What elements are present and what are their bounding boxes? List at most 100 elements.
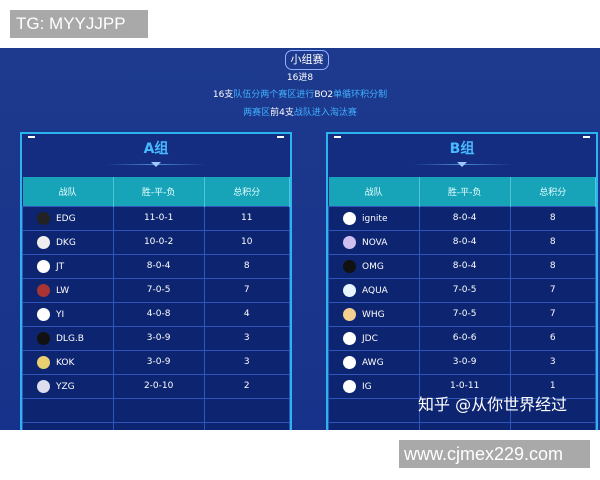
- table-row: YZG 2-0-10 2: [22, 373, 291, 399]
- group-name: B组: [449, 141, 475, 157]
- table-row: [328, 421, 597, 430]
- points-cell: 3: [203, 325, 291, 351]
- group-stage-poster: 小组赛 16进8 16支队伍分两个赛区进行BO2单循环积分制 两赛区前4支战队进…: [0, 48, 600, 430]
- stage-badge: 小组赛: [285, 50, 329, 70]
- team-cell: DKG: [22, 229, 114, 255]
- team-cell: JT: [22, 253, 114, 279]
- table-row: AWG 3-0-9 3: [328, 349, 597, 375]
- group-panel-b: B组 战队 胜-平-负 总积分 ignite 8-0-4 8 NOVA 8-0-4 8 OMG 8-0…: [326, 132, 598, 430]
- divider-arrow-icon: [412, 162, 512, 167]
- team-name: DLG.B: [56, 333, 84, 344]
- format-text: 16进8: [286, 73, 314, 83]
- record-cell: [112, 397, 205, 423]
- team-cell: NOVA: [328, 229, 420, 255]
- team-logo-icon: [343, 307, 356, 321]
- points-cell: 7: [509, 277, 597, 303]
- team-logo-icon: [37, 211, 50, 225]
- team-name: WHG: [362, 309, 385, 320]
- team-cell: [328, 397, 420, 423]
- table-row: EDG 11-0-1 11: [22, 205, 291, 231]
- team-logo-icon: [37, 307, 50, 321]
- team-name: YI: [56, 309, 65, 320]
- table-row: AQUA 7-0-5 7: [328, 277, 597, 303]
- points-cell: 8: [509, 229, 597, 255]
- team-logo-icon: [37, 355, 50, 369]
- corner-mark: [334, 136, 341, 138]
- team-name: EDG: [56, 213, 76, 224]
- team-name: JDC: [362, 333, 378, 344]
- points-cell: 6: [509, 325, 597, 351]
- record-cell: 4-0-8: [112, 301, 205, 327]
- table-row: [22, 397, 291, 423]
- team-logo-icon: [37, 379, 50, 393]
- team-name: JT: [56, 261, 65, 272]
- site-watermark: www.cjmex229.com: [399, 440, 590, 468]
- team-cell: LW: [22, 277, 114, 303]
- record-cell: 7-0-5: [418, 277, 511, 303]
- team-logo-icon: [37, 331, 50, 345]
- team-logo-icon: [343, 259, 356, 273]
- record-cell: 11-0-1: [112, 205, 205, 231]
- team-cell: YI: [22, 301, 114, 327]
- record-cell: 3-0-9: [418, 349, 511, 375]
- points-cell: 8: [509, 205, 597, 231]
- column-header: 胜-平-负: [113, 177, 205, 206]
- team-logo-icon: [343, 211, 356, 225]
- team-name: AQUA: [362, 285, 388, 296]
- record-cell: [418, 421, 511, 430]
- team-name: DKG: [56, 237, 76, 248]
- points-cell: 2: [203, 373, 291, 399]
- points-cell: 7: [203, 277, 291, 303]
- table-row: [328, 397, 597, 423]
- points-cell: 7: [509, 301, 597, 327]
- team-cell: OMG: [328, 253, 420, 279]
- team-logo-icon: [343, 355, 356, 369]
- team-name: AWG: [362, 357, 384, 368]
- group-panel-a: A组 战队 胜-平-负 总积分 EDG 11-0-1 11 DKG 10-0-2 10 JT 8-0-…: [20, 132, 292, 430]
- standings-table: 战队 胜-平-负 总积分 ignite 8-0-4 8 NOVA 8-0-4 8 OMG 8-0-4…: [328, 177, 597, 430]
- description-segment: 两赛区: [243, 108, 271, 118]
- team-logo-icon: [343, 283, 356, 297]
- column-header: 总积分: [510, 177, 597, 206]
- description-segment: 战队进入淘汰赛: [293, 108, 357, 118]
- record-cell: 7-0-5: [112, 277, 205, 303]
- column-header: 战队: [22, 177, 114, 206]
- team-name: YZG: [56, 381, 75, 392]
- standings-table: 战队 胜-平-负 总积分 EDG 11-0-1 11 DKG 10-0-2 10 JT 8-0-4 8…: [22, 177, 291, 430]
- divider-arrow-icon: [106, 162, 206, 167]
- table-row: DKG 10-0-2 10: [22, 229, 291, 255]
- team-name: IG: [362, 381, 372, 392]
- record-cell: 3-0-9: [112, 325, 205, 351]
- points-cell: [203, 397, 291, 423]
- team-logo-icon: [343, 379, 356, 393]
- team-logo-icon: [37, 283, 50, 297]
- team-cell: ignite: [328, 205, 420, 231]
- table-row: JDC 6-0-6 6: [328, 325, 597, 351]
- corner-mark: [277, 136, 284, 138]
- table-row: WHG 7-0-5 7: [328, 301, 597, 327]
- column-header: 总积分: [204, 177, 291, 206]
- zhihu-watermark: 知乎 @从你世界经过: [418, 395, 568, 414]
- points-cell: 3: [509, 349, 597, 375]
- group-title: A组: [22, 134, 290, 177]
- column-header: 战队: [328, 177, 420, 206]
- record-cell: 8-0-4: [418, 229, 511, 255]
- points-cell: 10: [203, 229, 291, 255]
- record-cell: 3-0-9: [112, 349, 205, 375]
- points-cell: 8: [203, 253, 291, 279]
- group-name: A组: [143, 141, 169, 157]
- table-row: NOVA 8-0-4 8: [328, 229, 597, 255]
- team-cell: [328, 421, 420, 430]
- team-cell: EDG: [22, 205, 114, 231]
- record-cell: 10-0-2: [112, 229, 205, 255]
- description-segment: 单循环积分制: [333, 90, 388, 100]
- table-row: JT 8-0-4 8: [22, 253, 291, 279]
- table-row: [22, 421, 291, 430]
- points-cell: 4: [203, 301, 291, 327]
- points-cell: 8: [509, 253, 597, 279]
- team-cell: WHG: [328, 301, 420, 327]
- corner-mark: [28, 136, 35, 138]
- group-title: B组: [328, 134, 596, 177]
- team-logo-icon: [37, 235, 50, 249]
- record-cell: [112, 421, 205, 430]
